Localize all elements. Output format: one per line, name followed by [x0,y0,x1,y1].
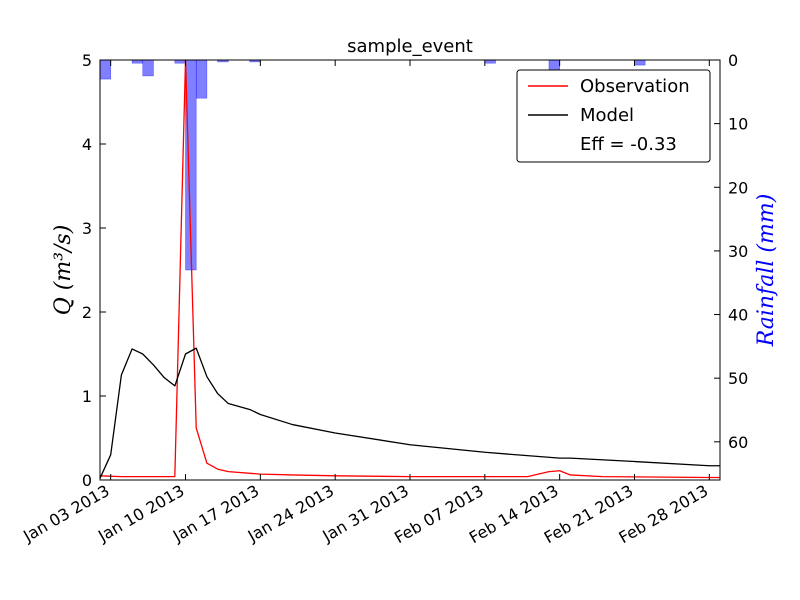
y-axis-label-left: Q (m³/s) [51,225,76,316]
y-tick-label-left: 0 [82,471,92,490]
y-tick-label-right: 10 [728,115,748,134]
y-tick-label-left: 2 [82,303,92,322]
rainfall-bar [142,59,154,77]
y-tick-label-right: 60 [728,433,748,452]
y-tick-label-left: 3 [82,219,92,238]
y-tick-label-left: 1 [82,387,92,406]
rainfall-bar [634,59,646,66]
legend: Observation Model Eff = -0.33 [516,69,711,163]
series-line-observation [99,59,720,479]
y-tick-label-right: 40 [728,306,748,325]
y-tick-label-right: 20 [728,178,748,197]
legend-box [516,69,711,163]
y-tick-label-left: 4 [82,135,92,154]
legend-label-model: Model [580,105,634,126]
chart-title: sample_event [347,36,473,57]
y-tick-label-right: 50 [728,369,748,388]
y-tick-label-right: 0 [728,51,738,70]
y-axis-label-right: Rainfall (mm) [754,194,779,348]
legend-label-efficiency: Eff = -0.33 [580,134,677,155]
series-lines [99,59,720,479]
y-tick-label-left: 5 [82,51,92,70]
rainfall-bar [195,59,208,99]
rainfall-bar [99,59,111,80]
series-line-model [99,347,720,479]
y-tick-label-right: 30 [728,242,748,261]
legend-label-observation: Observation [580,76,690,97]
